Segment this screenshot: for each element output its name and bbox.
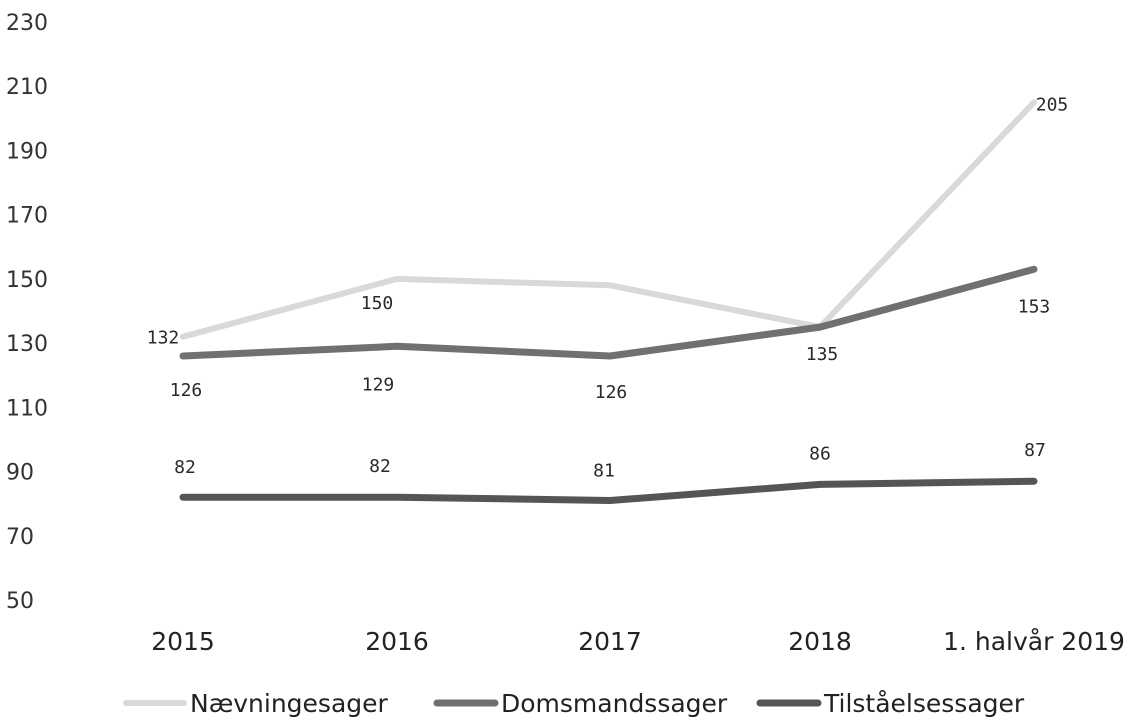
x-tick-label: 2016: [365, 627, 429, 656]
x-tick-label: 2015: [151, 627, 215, 656]
series-line-3: [179, 477, 1038, 504]
data-label: 153: [1018, 296, 1051, 317]
data-label: 150: [361, 293, 394, 314]
y-tick-label: 90: [6, 461, 34, 486]
data-label: 132: [147, 328, 180, 349]
x-tick-label: 2018: [788, 627, 852, 656]
legend-label: Nævningesager: [190, 689, 389, 718]
y-tick-label: 230: [6, 11, 48, 36]
data-label: 205: [1036, 94, 1069, 115]
x-axis: 2015 2016 2017 2018 1. halvår 2019: [151, 627, 1125, 656]
y-tick-label: 50: [6, 589, 34, 614]
legend-label: Tilståelsessager: [823, 689, 1025, 718]
data-labels: 132 150 205 126 129 126 135 153 82 82 81 86 87: [147, 94, 1069, 481]
legend-label: Domsmandssager: [501, 689, 728, 718]
data-label: 126: [595, 382, 628, 403]
y-tick-label: 110: [6, 396, 48, 421]
data-label: 129: [362, 374, 395, 395]
y-tick-label: 150: [6, 268, 48, 293]
data-label: 135: [806, 344, 839, 365]
y-tick-label: 190: [6, 139, 48, 164]
series-lines: [179, 99, 1038, 504]
y-axis: 230 210 190 170 150 130 110 90 70 50: [6, 11, 48, 614]
legend: Nævningesager Domsmandssager Tilståelsessa…: [123, 689, 1025, 718]
x-tick-label: 1. halvår 2019: [943, 627, 1125, 656]
y-tick-label: 70: [6, 525, 34, 550]
y-tick-label: 130: [6, 332, 48, 357]
data-label: 81: [593, 460, 615, 481]
data-label: 82: [369, 456, 391, 477]
x-tick-label: 2017: [578, 627, 642, 656]
data-label: 86: [809, 443, 831, 464]
data-label: 87: [1024, 440, 1046, 461]
data-label: 82: [174, 457, 196, 478]
data-label: 126: [170, 380, 203, 401]
y-tick-label: 170: [6, 204, 48, 229]
y-tick-label: 210: [6, 75, 48, 100]
